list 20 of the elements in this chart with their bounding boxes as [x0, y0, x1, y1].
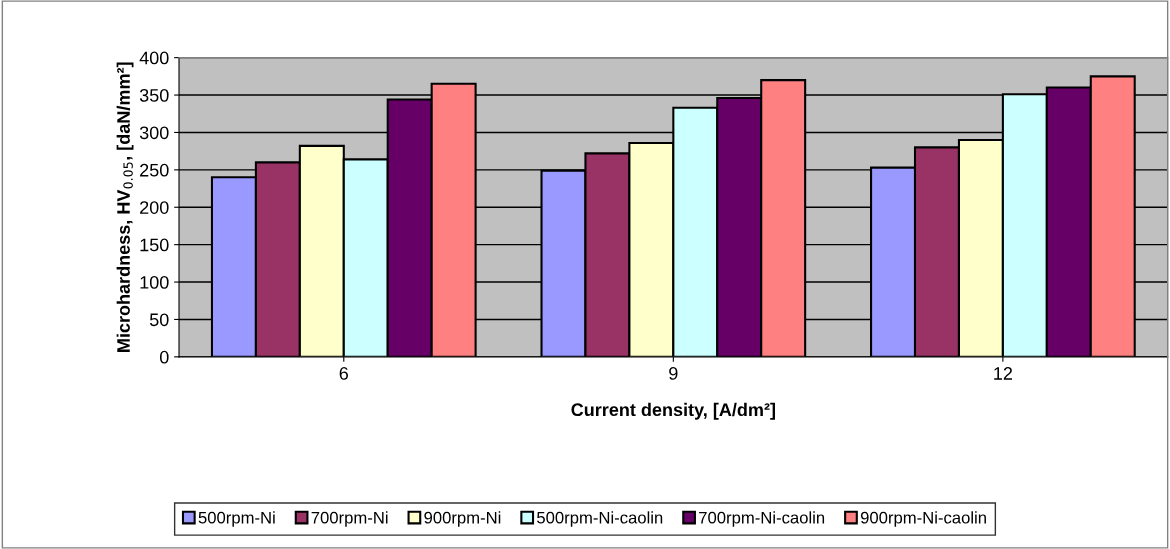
legend-label: 500rpm-Ni-caolin [537, 511, 663, 527]
y-tick-label: 150 [140, 238, 169, 252]
y-tick-label: 100 [140, 275, 169, 289]
y-tick-label: 400 [139, 51, 169, 65]
x-tick-label: 12 [994, 367, 1013, 380]
y-tick-label: 300 [139, 126, 169, 140]
y-tick-label: 250 [140, 163, 169, 177]
y-axis-title: Microhardness, HV$_{0.05}$, [daN/mm²] [116, 62, 134, 352]
y-tick-label: 50 [149, 313, 169, 327]
legend-label: 900rpm-Ni-caolin [860, 511, 986, 527]
y-tick-label: 200 [140, 201, 169, 214]
legend-label: 900rpm-Ni [424, 511, 501, 527]
x-tick-label: 6 [339, 367, 349, 380]
y-tick-label: 350 [139, 88, 169, 102]
x-axis-title: Current density, [A/dm²] [571, 402, 775, 420]
x-tick-label: 9 [669, 367, 678, 380]
legend-label: 700rpm-Ni [311, 511, 388, 527]
y-tick-label: 0 [159, 350, 169, 364]
legend-label: 500rpm-Ni [198, 511, 275, 527]
legend-label: 700rpm-Ni-caolin [699, 511, 825, 527]
